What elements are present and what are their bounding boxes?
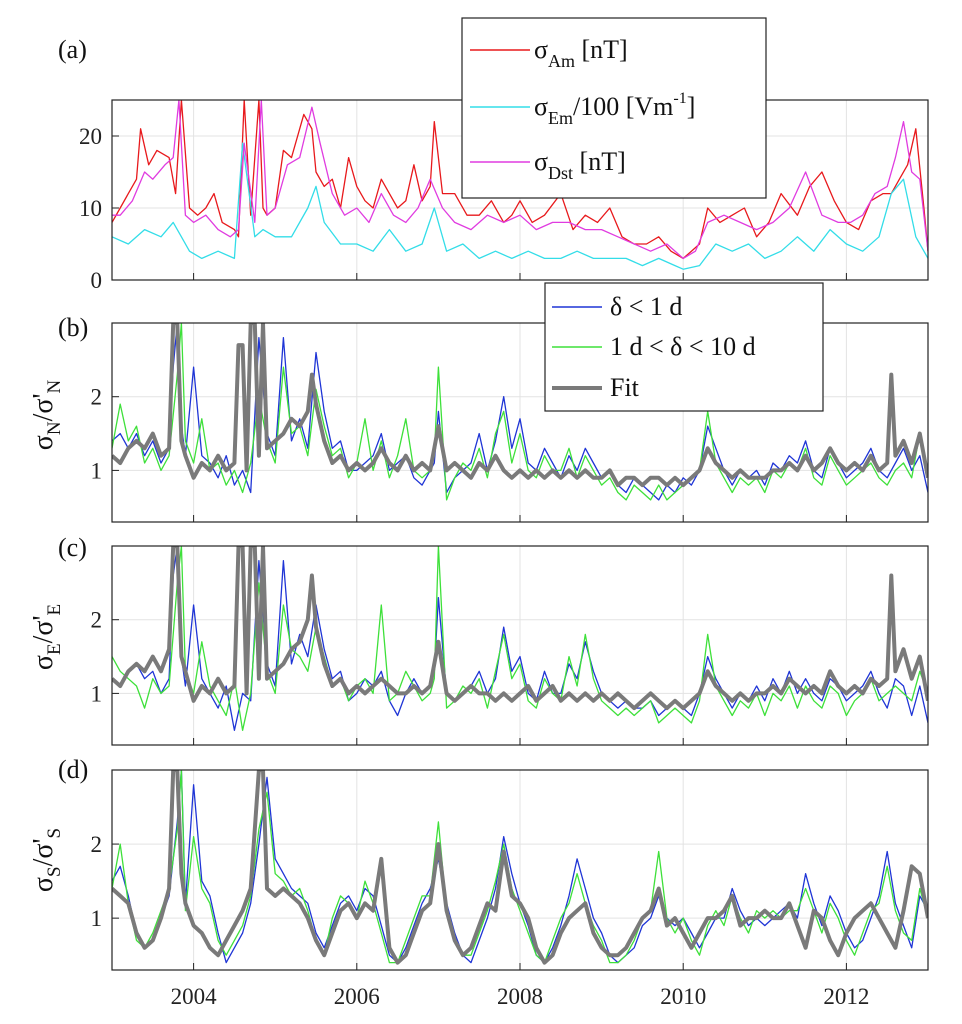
ylabel-c-num-sub: E <box>44 643 65 655</box>
xtick-label-2012: 2012 <box>823 984 869 1009</box>
legend-b-entry-fit: Fit <box>610 373 640 402</box>
ytick-label-c-2: 2 <box>91 608 103 633</box>
ylabel-b-den-sub: N <box>44 379 65 393</box>
legend-b: δ < 1 d 1 d < δ < 10 d Fit <box>544 282 824 412</box>
series-d-fit <box>112 770 928 965</box>
svg-text:σE/σ'E: σE/σ'E <box>28 604 65 670</box>
ytick-label-b-1: 1 <box>91 458 103 483</box>
svg-text:σS/σ'S: σS/σ'S <box>28 828 65 892</box>
series-a-series2 <box>112 100 928 260</box>
panel-label-d: (d) <box>58 755 88 784</box>
series-a-series1 <box>112 142 928 270</box>
series-c-fit <box>112 546 928 711</box>
ytick-label-a-0: 0 <box>91 268 103 293</box>
ylabel-b: σN/σ'N <box>28 379 65 450</box>
ylabel-d-num: σ <box>28 877 59 892</box>
series-b-fit <box>112 323 928 488</box>
ylabel-b-num-sub: N <box>44 421 65 435</box>
xtick-label-2006: 2006 <box>334 984 380 1009</box>
series-c-mid <box>112 546 928 731</box>
ylabel-d: σS/σ'S <box>28 828 65 892</box>
legend-b-entry-mid: 1 d < δ < 10 d <box>610 332 756 361</box>
series-c-short <box>112 546 928 731</box>
ylabel-c-den: σ' <box>28 615 59 635</box>
legend-a-entry-am: σAm [nT] <box>534 35 628 71</box>
series-b-short <box>112 323 928 501</box>
panel-label-b: (b) <box>58 313 88 342</box>
ylabel-b-num: σ <box>28 435 59 450</box>
legend-a-entry-dst: σDst [nT] <box>534 147 626 183</box>
xtick-label-2008: 2008 <box>497 984 543 1009</box>
ytick-label-d-1: 1 <box>91 906 103 931</box>
panel-label-c: (c) <box>58 533 87 562</box>
ytick-label-b-2: 2 <box>91 385 103 410</box>
svg-text:σN/σ'N: σN/σ'N <box>28 379 65 450</box>
legend-a-entry-em: σEm/100 [Vm-1] <box>534 90 695 128</box>
ylabel-c-den-sub: E <box>44 604 65 616</box>
panel-label-a: (a) <box>58 35 87 64</box>
series-a-series0 <box>112 100 928 260</box>
ytick-label-d-2: 2 <box>91 832 103 857</box>
legend-b-entry-short: δ < 1 d <box>610 292 682 321</box>
ylabel-d-den-sub: S <box>44 828 65 839</box>
ytick-label-c-1: 1 <box>91 681 103 706</box>
ylabel-c: σE/σ'E <box>28 604 65 670</box>
frame-b <box>111 322 929 523</box>
legend-a-box <box>461 17 767 199</box>
ylabel-b-den: σ' <box>28 393 59 413</box>
xtick-label-2004: 2004 <box>171 984 218 1009</box>
ylabel-c-num: σ <box>28 655 59 670</box>
ytick-label-a-10: 10 <box>79 196 102 221</box>
ylabel-d-den: σ' <box>28 838 59 858</box>
ylabel-d-num-sub: S <box>44 866 65 877</box>
xtick-label-2010: 2010 <box>660 984 706 1009</box>
frame-d <box>111 769 929 971</box>
ytick-label-a-20: 20 <box>79 124 102 149</box>
frame-c <box>111 545 929 746</box>
legend-a: σAm [nT] σEm/100 [Vm-1] σDst [nT] <box>461 17 767 199</box>
